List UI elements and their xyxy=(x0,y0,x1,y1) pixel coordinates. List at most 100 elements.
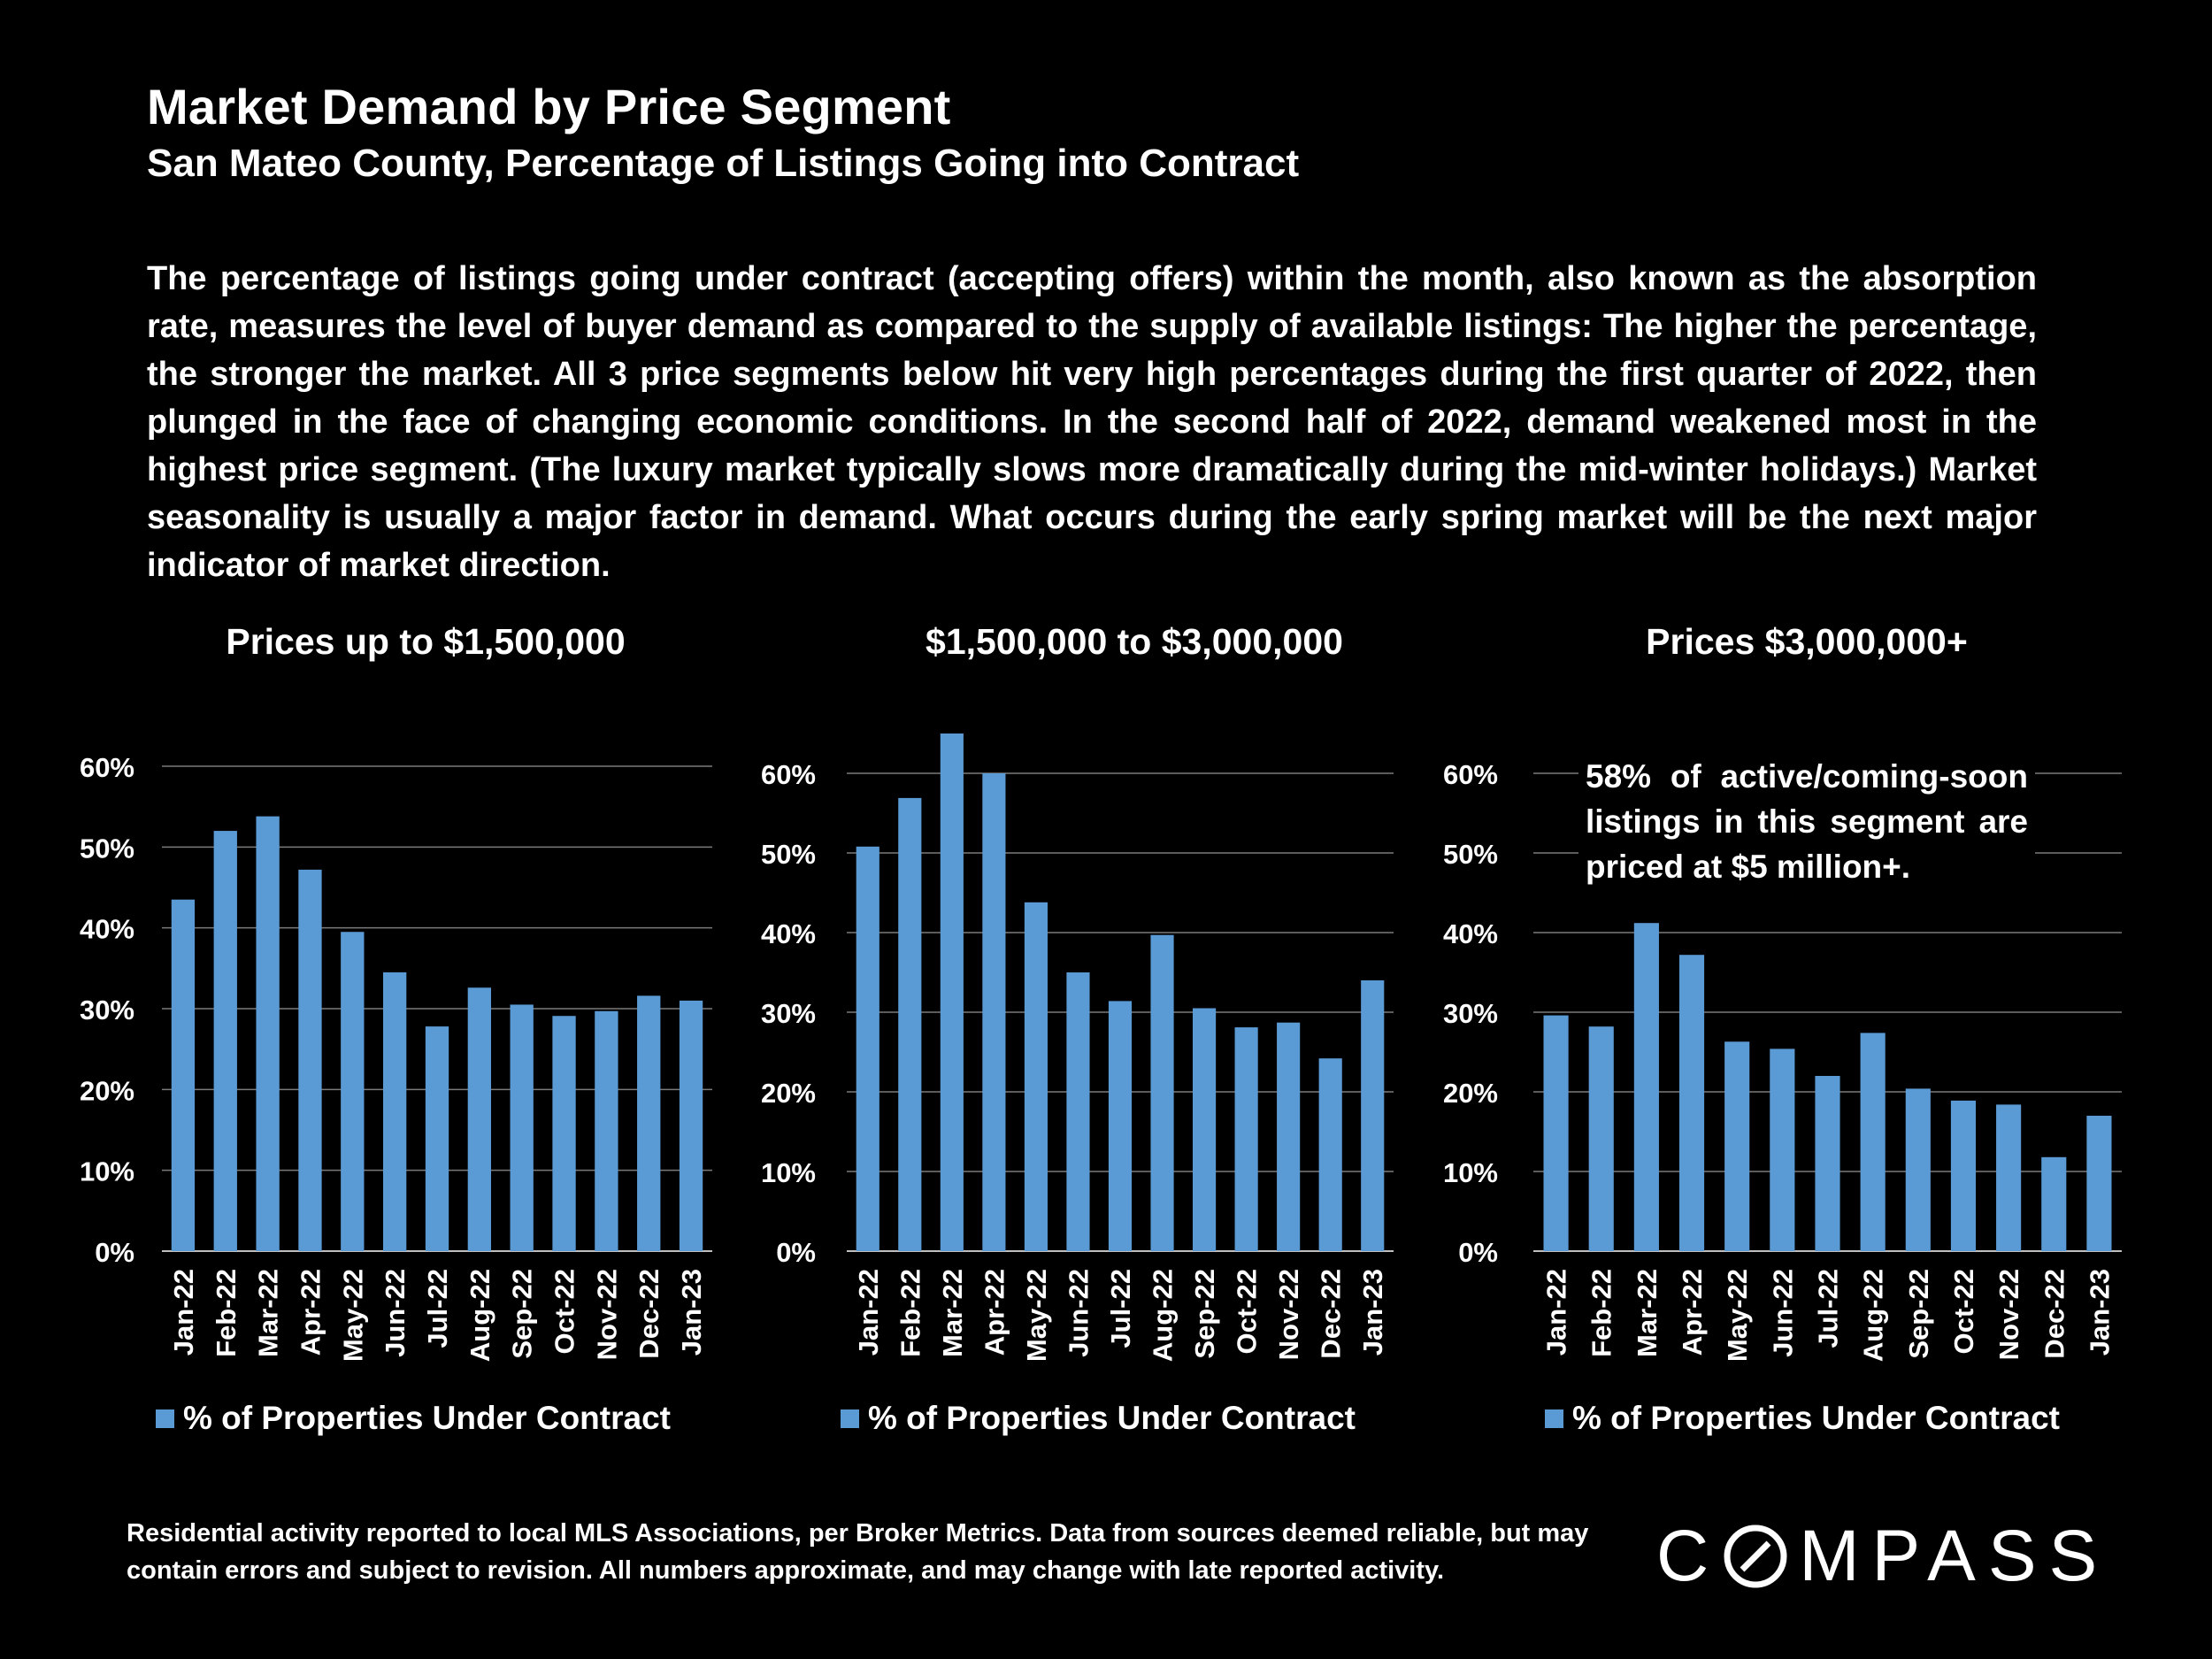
chart-3-title: Prices $3,000,000+ xyxy=(1646,621,1968,662)
compass-o-icon xyxy=(1724,1525,1787,1588)
x-tick-label: Apr-22 xyxy=(295,1269,326,1356)
x-tick-label: Jan-22 xyxy=(1541,1269,1572,1356)
bar xyxy=(1361,980,1385,1251)
x-tick-label: May-22 xyxy=(1021,1269,1052,1362)
legend-label: % of Properties Under Contract xyxy=(868,1400,1356,1436)
bar xyxy=(637,995,661,1251)
x-tick-label: Dec-22 xyxy=(1316,1269,1347,1359)
x-tick-label: Jan-22 xyxy=(168,1269,199,1356)
bar xyxy=(1996,1104,2022,1251)
chart-3: 0% 10% 20% 30% 40% 50% 60% Jan-22 Feb-22 Mar-22 Ap… xyxy=(1443,759,2122,1362)
chart-2-legend: % of Properties Under Contract xyxy=(841,1400,1356,1437)
x-tick-label: Nov-22 xyxy=(591,1269,622,1360)
x-tick-label: Apr-22 xyxy=(979,1269,1010,1356)
legend-swatch xyxy=(1545,1409,1563,1428)
y-tick-label: 0% xyxy=(776,1237,816,1268)
bar xyxy=(1318,1058,1342,1251)
bar xyxy=(467,987,492,1251)
x-tick-label: Aug-22 xyxy=(1858,1269,1889,1362)
bar xyxy=(1950,1100,1977,1251)
x-tick-label: Jan-22 xyxy=(853,1269,884,1356)
bar xyxy=(1770,1048,1795,1251)
bar xyxy=(1024,902,1048,1251)
y-tick-label: 30% xyxy=(1443,998,1498,1029)
x-tick-label: Feb-22 xyxy=(895,1269,926,1357)
y-tick-label: 30% xyxy=(761,998,816,1029)
x-tick-label: Sep-22 xyxy=(1189,1269,1220,1359)
chart-3-annotation: 58% of active/coming-soon listings in th… xyxy=(1578,754,2035,889)
bar xyxy=(1678,955,1705,1251)
y-tick-label: 60% xyxy=(80,752,134,783)
y-tick-label: 50% xyxy=(80,833,134,864)
x-tick-label: Nov-22 xyxy=(1993,1269,2024,1360)
y-tick-label: 40% xyxy=(761,918,816,949)
legend-swatch xyxy=(841,1409,859,1428)
bar xyxy=(898,797,922,1251)
x-tick-label: Mar-22 xyxy=(253,1269,284,1357)
bar xyxy=(1815,1076,1840,1251)
y-tick-label: 50% xyxy=(761,839,816,870)
y-tick-label: 10% xyxy=(761,1157,816,1188)
x-tick-label: Mar-22 xyxy=(937,1269,968,1357)
bar xyxy=(1543,1015,1569,1251)
page-title: Market Demand by Price Segment xyxy=(147,79,951,134)
bar xyxy=(1905,1088,1931,1251)
bar xyxy=(425,1026,449,1251)
x-tick-label: Oct-22 xyxy=(1948,1269,1979,1354)
bar xyxy=(1066,972,1090,1251)
y-tick-label: 20% xyxy=(761,1078,816,1109)
chart-2-title: $1,500,000 to $3,000,000 xyxy=(926,621,1343,662)
bar xyxy=(2041,1156,2067,1251)
bar xyxy=(1150,934,1174,1251)
bar xyxy=(341,932,365,1251)
bar xyxy=(510,1004,534,1251)
x-tick-label: Jul-22 xyxy=(1813,1269,1844,1348)
x-tick-label: Jan-23 xyxy=(676,1269,707,1356)
y-tick-label: 10% xyxy=(80,1156,134,1187)
y-tick-label: 0% xyxy=(95,1237,134,1268)
y-tick-label: 40% xyxy=(80,914,134,945)
chart-2: 0% 10% 20% 30% 40% 50% 60% Jan-22 Feb-22 Mar-22 Ap… xyxy=(761,733,1394,1362)
bar xyxy=(982,773,1006,1251)
bar xyxy=(856,846,879,1251)
x-tick-label: Jul-22 xyxy=(422,1269,453,1348)
y-tick-label: 10% xyxy=(1443,1157,1498,1188)
x-tick-label: Apr-22 xyxy=(1677,1269,1708,1356)
bar xyxy=(679,1000,703,1251)
page-subtitle: San Mateo County, Percentage of Listings… xyxy=(147,142,1300,185)
bar xyxy=(171,899,196,1251)
x-tick-label: Feb-22 xyxy=(211,1269,242,1357)
x-tick-label: May-22 xyxy=(1722,1269,1753,1362)
logo-text-right: MPASS xyxy=(1799,1516,2110,1596)
chart-1: 0% 10% 20% 30% 40% 50% 60% Jan-22 Feb-22 Mar-22 Ap… xyxy=(80,752,712,1362)
x-tick-label: Jan-23 xyxy=(1357,1269,1388,1356)
y-tick-label: 60% xyxy=(761,759,816,790)
y-tick-label: 20% xyxy=(1443,1078,1498,1109)
x-tick-label: Dec-22 xyxy=(2039,1269,2070,1359)
bar xyxy=(1193,1008,1217,1251)
y-tick-label: 60% xyxy=(1443,759,1498,790)
y-tick-label: 20% xyxy=(80,1075,134,1106)
y-tick-label: 40% xyxy=(1443,918,1498,949)
bar xyxy=(298,869,322,1251)
compass-logo: C MPASS xyxy=(1656,1520,2109,1593)
legend-label: % of Properties Under Contract xyxy=(1572,1400,2060,1436)
x-tick-label: May-22 xyxy=(337,1269,368,1362)
chart-1-legend: % of Properties Under Contract xyxy=(156,1400,671,1437)
bar xyxy=(552,1016,576,1251)
bar xyxy=(1234,1027,1258,1251)
x-tick-label: Sep-22 xyxy=(507,1269,538,1359)
legend-swatch xyxy=(156,1409,174,1428)
logo-text-left: C xyxy=(1656,1516,1722,1596)
x-tick-label: Aug-22 xyxy=(1148,1269,1179,1362)
bar xyxy=(213,831,237,1251)
y-tick-label: 50% xyxy=(1443,839,1498,870)
y-tick-label: 30% xyxy=(80,995,134,1025)
footnote: Residential activity reported to local M… xyxy=(127,1519,1589,1585)
description-paragraph: The percentage of listings going under c… xyxy=(147,260,2037,584)
bar xyxy=(256,816,280,1251)
y-tick-label: 0% xyxy=(1458,1237,1498,1268)
x-tick-label: Jun-22 xyxy=(380,1269,411,1357)
bar xyxy=(1588,1026,1614,1251)
